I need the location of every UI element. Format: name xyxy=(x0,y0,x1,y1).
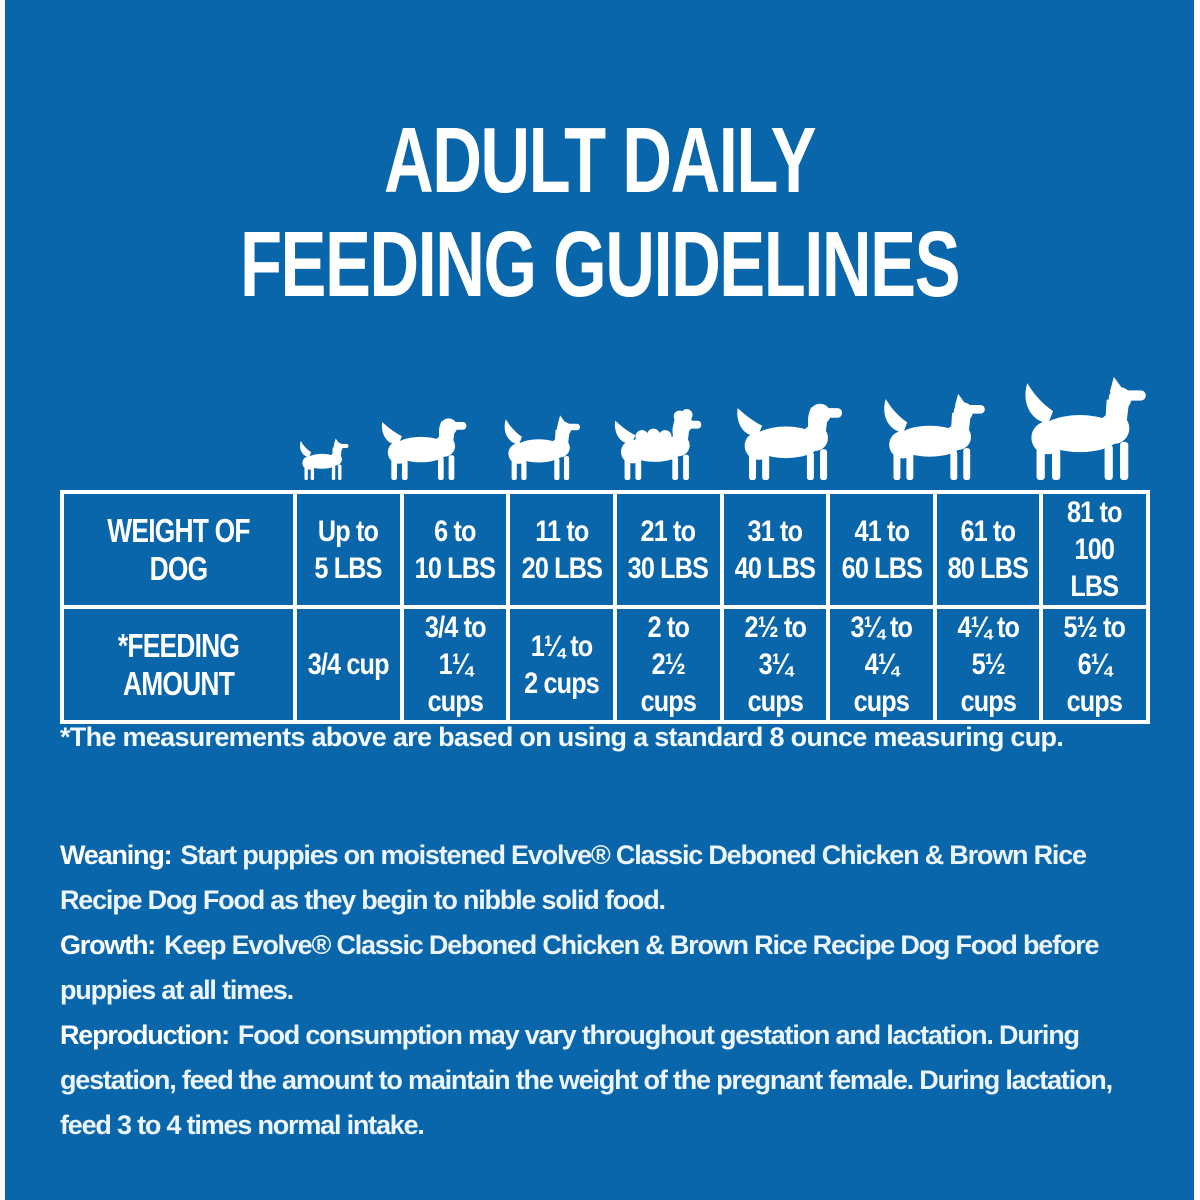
weight-cell: 61 to 80 LBS xyxy=(932,490,1044,609)
feeding-notes: Weaning: Start puppies on moistened Evolv… xyxy=(60,833,1162,1148)
label-panel: ADULT DAILY FEEDING GUIDELINES WEIGHT OF… xyxy=(5,0,1194,1200)
reproduction-note: Reproduction: Food consumption may vary t… xyxy=(60,1013,1162,1148)
weight-cell: 41 to 60 LBS xyxy=(826,490,937,609)
weight-cell: 6 to 10 LBS xyxy=(399,490,511,609)
small-dog-icon xyxy=(500,402,584,480)
extra-large-dog-icon xyxy=(1018,354,1152,480)
dog-size-row xyxy=(297,352,1152,480)
weight-cell: 31 to 40 LBS xyxy=(719,490,831,609)
title-line-2: FEEDING GUIDELINES xyxy=(239,212,960,316)
tiny-dog-icon xyxy=(297,422,351,480)
medium-dog-icon xyxy=(735,376,849,480)
weaning-note-text: Start puppies on moistened Evolve® Class… xyxy=(60,840,1087,915)
amount-cell: 2½ to 3¼ cups xyxy=(719,605,831,724)
amount-cell: 5½ to 6¼ cups xyxy=(1039,605,1150,724)
growth-note: Growth: Keep Evolve® Classic Deboned Chic… xyxy=(60,923,1162,1013)
shaggy-dog-icon xyxy=(613,392,707,480)
small-puppy-icon xyxy=(380,406,472,480)
measuring-cup-footnote: *The measurements above are based on usi… xyxy=(60,722,1064,752)
amount-cell: 3¼ to 4¼ cups xyxy=(826,605,937,724)
weight-row: WEIGHT OF DOG Up to 5 LBS 6 to 10 LBS 11… xyxy=(60,490,1150,609)
growth-note-label: Growth: xyxy=(60,930,156,960)
weight-cell: 11 to 20 LBS xyxy=(506,490,617,609)
large-dog-icon xyxy=(878,366,990,480)
growth-note-text: Keep Evolve® Classic Deboned Chicken & B… xyxy=(60,930,1100,1005)
amount-row: *FEEDING AMOUNT 3/4 cup 3/4 to 1¼ cups 1… xyxy=(60,605,1150,724)
amount-cell: 3/4 cup xyxy=(293,605,404,724)
amount-cell: 1¼ to 2 cups xyxy=(506,605,617,724)
reproduction-note-label: Reproduction: xyxy=(60,1020,230,1050)
page-title: ADULT DAILY FEEDING GUIDELINES xyxy=(5,108,1194,316)
weaning-note: Weaning: Start puppies on moistened Evolv… xyxy=(60,833,1162,923)
amount-cell: 2 to 2½ cups xyxy=(612,605,724,724)
weight-row-label: WEIGHT OF DOG xyxy=(60,490,297,609)
weaning-note-label: Weaning: xyxy=(60,840,173,870)
amount-cell: 4¼ to 5½ cups xyxy=(932,605,1044,724)
weight-cell: 21 to 30 LBS xyxy=(612,490,724,609)
feeding-guidelines-table: WEIGHT OF DOG Up to 5 LBS 6 to 10 LBS 11… xyxy=(60,490,1150,724)
amount-row-label: *FEEDING AMOUNT xyxy=(60,605,297,724)
title-line-1: ADULT DAILY xyxy=(383,108,817,212)
amount-cell: 3/4 to 1¼ cups xyxy=(399,605,511,724)
weight-cell: Up to 5 LBS xyxy=(293,490,404,609)
reproduction-note-text: Food consumption may vary throughout ges… xyxy=(60,1020,1113,1140)
weight-cell: 81 to 100 LBS xyxy=(1039,490,1150,609)
